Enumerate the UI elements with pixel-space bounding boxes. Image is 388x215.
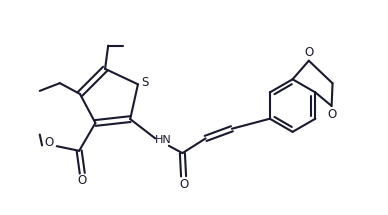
Text: O: O [304,46,314,59]
Text: O: O [179,178,188,190]
Text: HN: HN [155,135,171,145]
Text: O: O [44,136,53,149]
Text: S: S [141,76,148,89]
Text: O: O [327,108,336,121]
Text: O: O [78,174,87,187]
